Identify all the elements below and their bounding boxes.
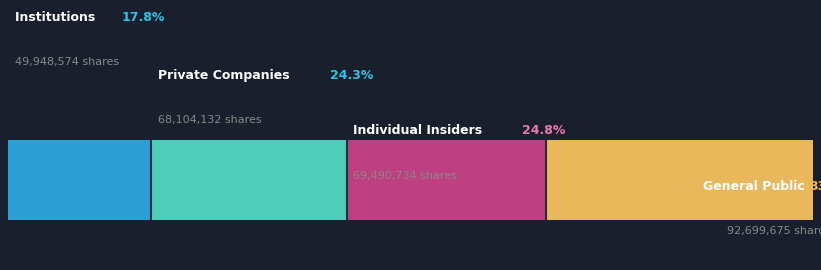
Text: 49,948,574 shares: 49,948,574 shares <box>15 57 119 67</box>
Bar <box>8 140 151 220</box>
Text: 17.8%: 17.8% <box>122 11 165 24</box>
Text: 92,699,675 shares: 92,699,675 shares <box>727 226 821 236</box>
Text: Individual Insiders: Individual Insiders <box>353 124 487 137</box>
Text: 69,490,734 shares: 69,490,734 shares <box>353 171 457 181</box>
Bar <box>151 140 347 220</box>
Bar <box>547 140 813 220</box>
Text: Private Companies: Private Companies <box>158 69 294 82</box>
Text: 24.3%: 24.3% <box>330 69 374 82</box>
Text: General Public: General Public <box>703 180 809 193</box>
Text: 24.8%: 24.8% <box>522 124 566 137</box>
Text: Institutions: Institutions <box>15 11 99 24</box>
Text: 33.1%: 33.1% <box>809 180 821 193</box>
Text: 68,104,132 shares: 68,104,132 shares <box>158 115 261 125</box>
Bar <box>347 140 547 220</box>
